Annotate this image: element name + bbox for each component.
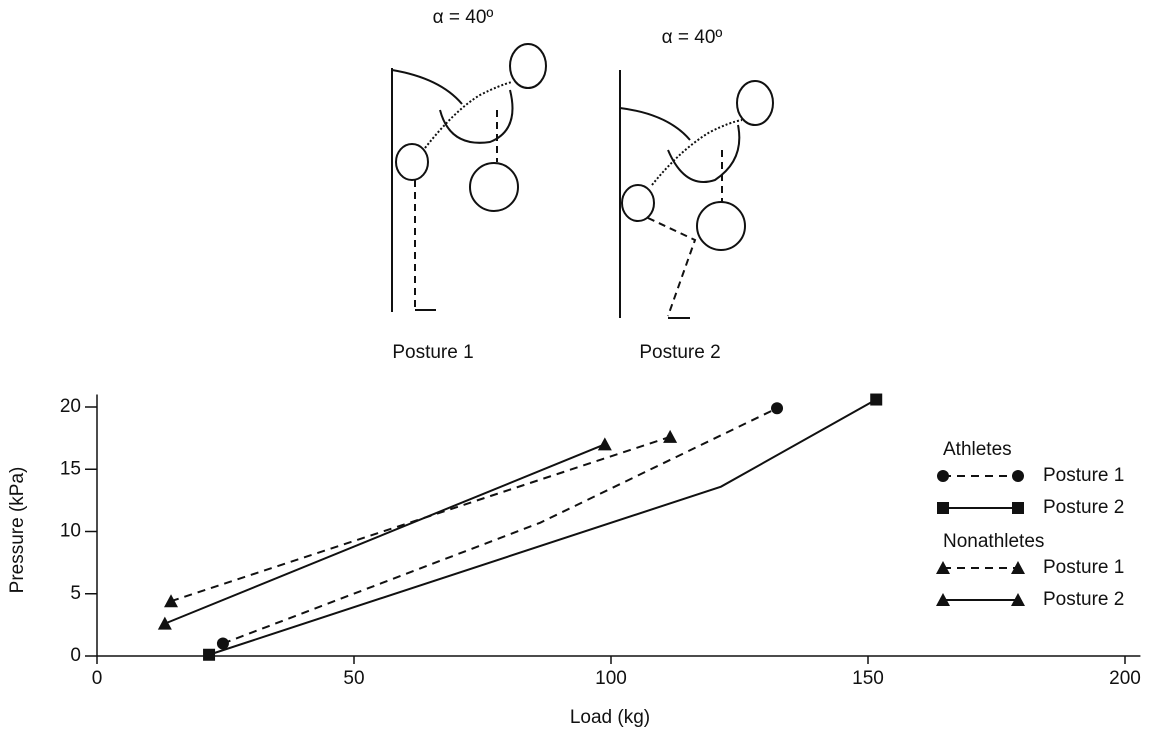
marker [937,470,949,482]
angle-label: α = 40º [433,7,494,28]
x-tick-label: 50 [343,668,364,689]
marker [870,393,883,406]
caption: Posture 1 [392,342,473,363]
marker [663,429,678,443]
y-axis-label: Pressure (kPa) [7,467,28,594]
marker [216,637,229,650]
marker [1012,502,1024,514]
marker [936,561,950,574]
x-tick-label: 100 [595,668,627,689]
x-tick-label: 150 [852,668,884,689]
marker [937,502,949,514]
series-line [222,407,778,645]
y-tick-label: 10 [60,521,81,542]
x-tick-label: 200 [1109,668,1141,689]
legend-group-title: Nonathletes [943,531,1044,552]
series-line [164,443,606,625]
y-tick-label: 15 [60,458,81,479]
marker [164,594,179,608]
legend-label: Posture 1 [1043,557,1124,578]
legend-label: Posture 2 [1043,589,1124,610]
legend-label: Posture 2 [1043,497,1124,518]
legend-group-title: Athletes [943,439,1012,460]
marker [771,402,784,415]
y-tick-label: 0 [70,645,81,666]
x-axis-label: Load (kg) [570,707,650,728]
legend-label: Posture 1 [1043,465,1124,486]
marker [1011,561,1025,574]
series-line [170,435,671,603]
marker [936,593,950,606]
marker [157,616,172,630]
marker [203,648,216,661]
marker [597,437,612,451]
series-line [208,398,877,656]
y-tick-label: 20 [60,396,81,417]
posture-1-figure [391,43,547,312]
x-tick-label: 0 [92,668,103,689]
caption: Posture 2 [639,342,720,363]
angle-label: α = 40º [662,27,723,48]
marker [1011,593,1025,606]
y-tick-label: 5 [70,583,81,604]
marker [1012,470,1024,482]
posture-2-figure [619,70,774,319]
